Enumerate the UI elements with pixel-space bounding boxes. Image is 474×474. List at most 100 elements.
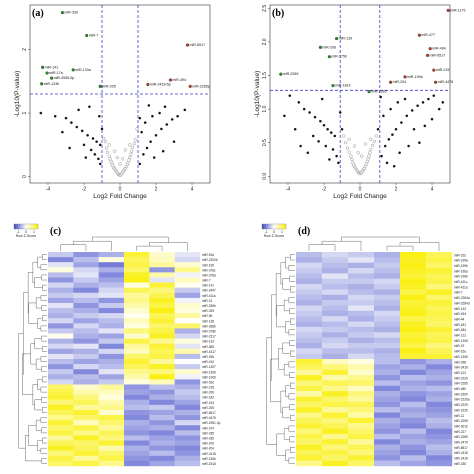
- x-tick-label: 0: [359, 187, 362, 193]
- heatmap-cell: [124, 415, 150, 421]
- row-dendrogram-branch: [34, 338, 43, 350]
- heatmap-cell: [149, 389, 175, 395]
- column-dendrogram-branch: [92, 236, 169, 243]
- row-label: miR-7: [454, 291, 463, 295]
- heatmap-cell: [296, 278, 323, 285]
- heatmap-cell: [426, 439, 453, 445]
- heatmap-cell: [124, 420, 150, 426]
- heatmap-cell: [374, 364, 401, 370]
- heatmap-cell: [48, 455, 74, 462]
- y-tick-label: 2.5: [262, 5, 268, 12]
- heatmap-cell: [48, 379, 74, 385]
- heatmap-cell: [348, 262, 375, 269]
- row-label: miR-29b: [202, 355, 214, 359]
- heatmap-cell: [322, 460, 349, 467]
- heatmap-cell: [400, 428, 427, 435]
- heatmap-cell: [322, 439, 349, 445]
- panel-letter: (b): [272, 8, 284, 19]
- point-label: miR-2285p: [192, 84, 210, 88]
- row-label: miR-1306: [202, 370, 216, 374]
- row-label: miR-339b: [202, 304, 216, 308]
- heatmap-cell: [348, 380, 375, 386]
- row-dendrogram-branch: [18, 333, 26, 449]
- data-point: [105, 150, 109, 155]
- heatmap-cell: [374, 380, 401, 386]
- x-axis-title: Log2 Fold Change: [93, 193, 147, 200]
- heatmap-cell: [73, 318, 99, 324]
- heatmap-cell: [98, 328, 125, 334]
- heatmap-cell: [174, 359, 201, 365]
- heatmap-cell: [348, 385, 375, 392]
- data-point: [365, 159, 369, 164]
- heatmap-cell: [374, 401, 401, 408]
- row-dendrogram-branch: [41, 366, 47, 372]
- heatmap-cell: [174, 460, 201, 467]
- data-point: [342, 134, 346, 138]
- x-tick-label: 4: [431, 187, 434, 193]
- point-label: miR-1175: [450, 8, 465, 12]
- data-point: [142, 153, 145, 156]
- heatmap-cell: [296, 444, 323, 451]
- labeled-point: [185, 43, 190, 47]
- data-point: [86, 134, 89, 137]
- data-point: [398, 151, 401, 155]
- data-point: [118, 162, 122, 166]
- row-label: miR-218: [202, 386, 214, 390]
- color-key-title: Row Z-Score: [264, 234, 284, 238]
- row-label: miR-15a: [454, 350, 466, 354]
- heatmap-cell: [48, 359, 74, 365]
- heatmap-cell: [296, 391, 323, 397]
- heatmap-cell: [98, 369, 125, 375]
- heatmap-cell: [296, 305, 323, 312]
- data-point: [84, 156, 88, 159]
- heatmap-cell: [322, 449, 349, 456]
- heatmap-cell: [124, 328, 150, 334]
- heatmap-cell: [98, 379, 125, 385]
- labeled-point: [98, 84, 102, 88]
- row-label: miR-411a: [202, 294, 216, 298]
- row-dendrogram-branch: [289, 275, 295, 282]
- point-label: miR-494: [432, 47, 446, 51]
- heatmap-cell: [296, 449, 323, 456]
- heatmap-cell: [174, 318, 201, 324]
- heatmap-cell: [322, 433, 349, 440]
- row-label: miR-494: [454, 312, 466, 316]
- point-label: miR-6517: [430, 53, 446, 57]
- heatmap-cell: [426, 455, 453, 461]
- heatmap-cell: [348, 417, 375, 424]
- row-label: miR-2479: [454, 441, 468, 445]
- row-label: miR-2418: [454, 451, 468, 455]
- heatmap-cell: [400, 369, 427, 376]
- heatmap-cell: [374, 262, 401, 269]
- heatmap-cell: [73, 440, 99, 446]
- row-label: miR-378c: [202, 268, 216, 272]
- heatmap-cell: [48, 353, 74, 360]
- heatmap-cell: [149, 394, 175, 400]
- heatmap-cell: [149, 252, 175, 258]
- heatmap-cell: [48, 287, 74, 293]
- row-label: miR-2285: [454, 435, 468, 439]
- heatmap-cell: [426, 284, 453, 290]
- heatmap-cell: [174, 409, 201, 416]
- heatmap-cell: [48, 267, 74, 273]
- heatmap-cell: [322, 359, 349, 365]
- heatmap-cell: [48, 364, 74, 370]
- data-point: [91, 137, 95, 140]
- heatmap-cell: [296, 369, 323, 376]
- heatmap-cell: [400, 412, 427, 419]
- labeled-point: [335, 37, 339, 41]
- data-point: [320, 97, 324, 101]
- y-tick-label: 0: [22, 175, 28, 178]
- row-label: miR-410: [202, 360, 214, 364]
- row-label: miR-2226a: [454, 398, 470, 402]
- row-dendrogram-branch: [289, 340, 295, 346]
- heatmap-cell: [426, 359, 453, 365]
- heatmap-cell: [149, 445, 175, 451]
- heatmap-cell: [174, 435, 201, 441]
- heatmap-cell: [374, 353, 401, 360]
- heatmap-cell: [124, 282, 150, 288]
- heatmap-cell: [374, 460, 401, 467]
- labeled-point: [41, 65, 45, 69]
- point-label: miR-494: [172, 78, 186, 82]
- data-point: [311, 134, 315, 138]
